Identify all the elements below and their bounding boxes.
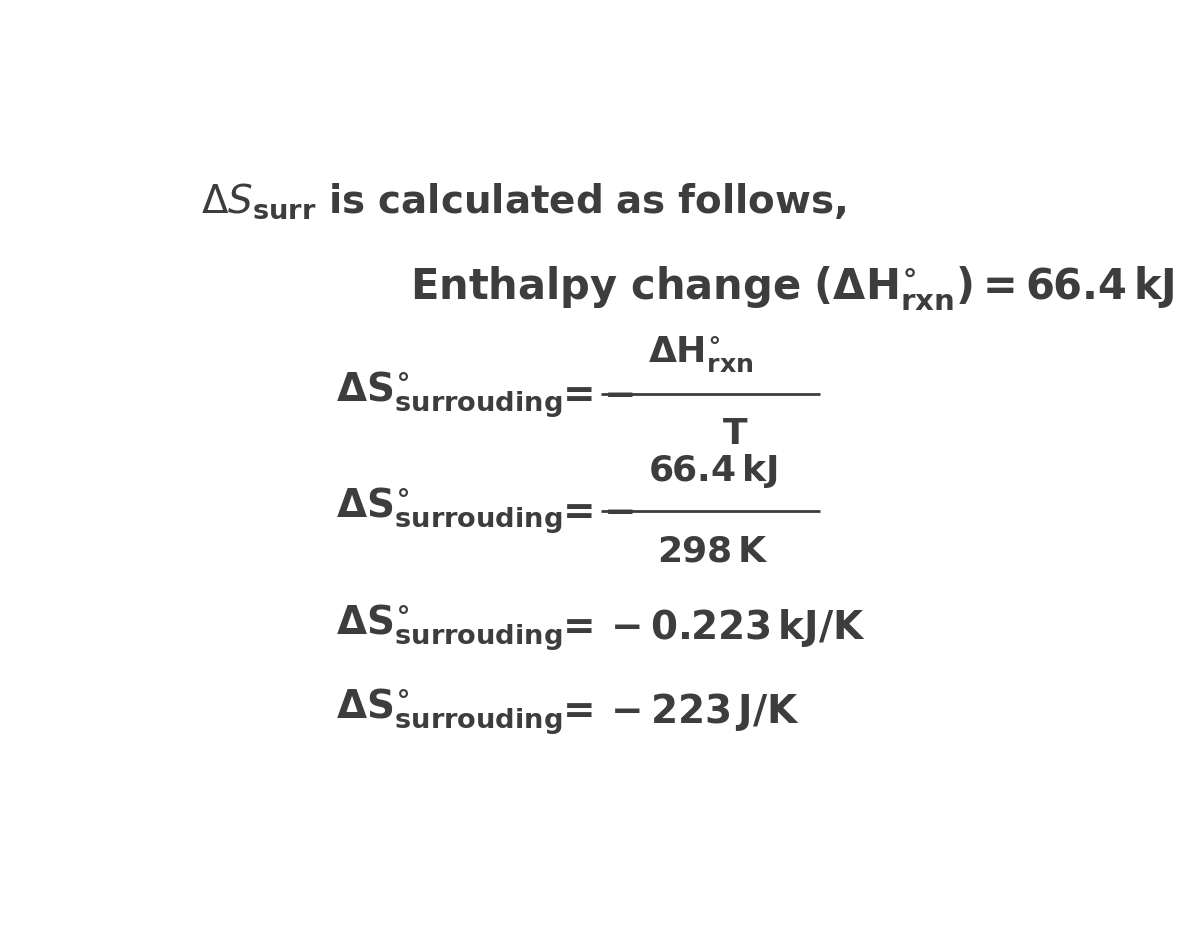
Text: $\mathbf{=\!-}$: $\mathbf{=\!-}$ <box>554 376 634 413</box>
Text: $\mathbf{\Delta H^{\circ}_{rxn}}$: $\mathbf{\Delta H^{\circ}_{rxn}}$ <box>648 334 752 374</box>
Text: $\mathbf{\Delta S^{\circ}_{surrouding}}$: $\mathbf{\Delta S^{\circ}_{surrouding}}$ <box>336 369 563 420</box>
Text: $\mathbf{298\,K}$: $\mathbf{298\,K}$ <box>656 534 768 568</box>
Text: $\mathbf{=-0.223\,kJ/K}$: $\mathbf{=-0.223\,kJ/K}$ <box>554 607 865 649</box>
Text: $\mathbf{\Delta S^{\circ}_{surrouding}}$: $\mathbf{\Delta S^{\circ}_{surrouding}}$ <box>336 687 563 737</box>
Text: $\mathbf{66.4\,kJ}$: $\mathbf{66.4\,kJ}$ <box>648 452 778 490</box>
Text: $\mathbf{=\!-}$: $\mathbf{=\!-}$ <box>554 492 634 529</box>
Text: $\mathbf{\Delta S^{\circ}_{surrouding}}$: $\mathbf{\Delta S^{\circ}_{surrouding}}$ <box>336 486 563 537</box>
Text: $\mathbf{Enthalpy\ change\ (\Delta H^{\circ}_{rxn})=66.4\,kJ}$: $\mathbf{Enthalpy\ change\ (\Delta H^{\c… <box>410 264 1175 313</box>
Text: $\Delta S_{\mathbf{surr}}$$\mathbf{\ is\ calculated\ as\ follows,}$: $\Delta S_{\mathbf{surr}}$$\mathbf{\ is\… <box>202 181 847 221</box>
Text: $\mathbf{T}$: $\mathbf{T}$ <box>722 418 749 452</box>
Text: $\mathbf{\Delta S^{\circ}_{surrouding}}$: $\mathbf{\Delta S^{\circ}_{surrouding}}$ <box>336 602 563 653</box>
Text: $\mathbf{=-223\,J/K}$: $\mathbf{=-223\,J/K}$ <box>554 690 799 733</box>
